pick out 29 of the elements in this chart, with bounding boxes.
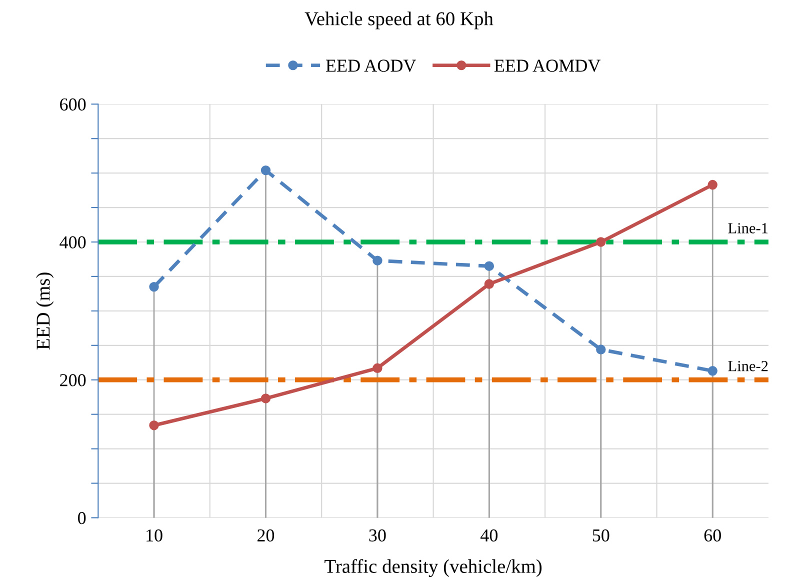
y-tick-label: 200 [60,374,86,386]
ref-line-label: Line-1 [728,223,768,234]
y-tick-label: 0 [78,512,86,524]
x-tick-label: 50 [592,529,610,542]
point [708,366,718,376]
point [372,363,382,374]
x-axis-title: Traffic density (vehicle/km) [324,559,542,577]
chart-title: Vehicle speed at 60 Kph [304,12,494,30]
y-axis-title: EED (ms) [36,272,54,350]
point [484,279,494,289]
point [149,282,159,292]
y-tick-label: 400 [60,236,86,248]
point [596,237,606,247]
point [149,420,159,430]
x-tick-label: 60 [704,529,721,542]
legend-label: EED AOMDV [494,60,601,72]
y-tick-label: 600 [60,98,86,111]
point [708,180,718,190]
x-tick-label: 20 [258,529,274,542]
point [260,394,271,404]
x-tick-label: 10 [146,529,162,542]
legend-label: EED AODV [326,60,416,72]
x-tick-label: 30 [369,529,386,542]
point [372,256,382,266]
point [596,344,606,354]
point [260,165,271,176]
point [484,261,494,271]
ref-line-label: Line-2 [728,360,768,372]
x-tick-label: 40 [480,529,498,542]
